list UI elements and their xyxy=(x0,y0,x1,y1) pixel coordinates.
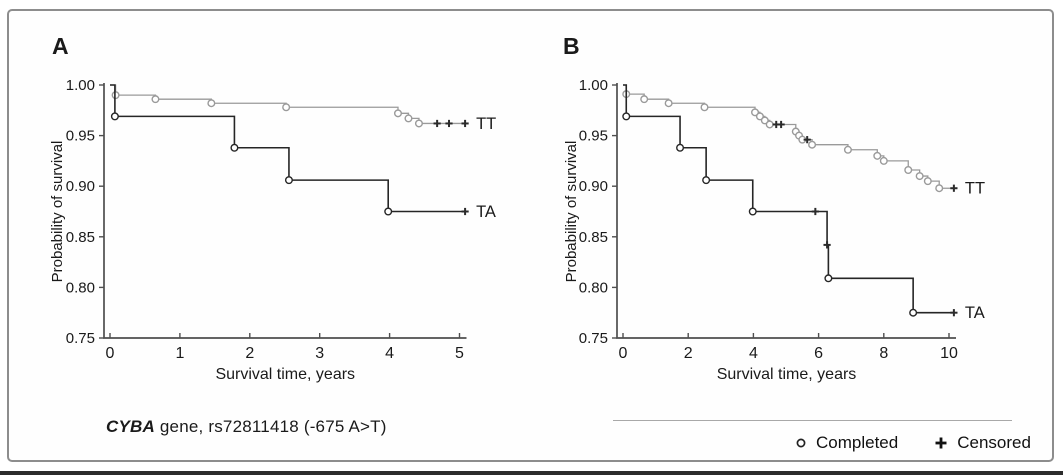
legend: Completed Censored xyxy=(795,433,1031,453)
y-tick-label: 0.85 xyxy=(66,229,95,246)
completed-marker xyxy=(664,99,673,108)
x-tick-label: 4 xyxy=(385,345,394,362)
series-label-TA: TA xyxy=(965,304,985,322)
legend-completed-label: Completed xyxy=(816,433,899,452)
x-tick-label: 0 xyxy=(106,345,115,362)
x-tick-label: 2 xyxy=(245,345,254,362)
completed-marker xyxy=(824,274,833,283)
completed-marker xyxy=(909,308,918,317)
x-tick-label: 0 xyxy=(619,345,628,362)
y-tick-label: 0.75 xyxy=(579,330,608,347)
completed-marker xyxy=(760,116,769,125)
legend-divider-line xyxy=(613,420,1012,421)
completed-marker xyxy=(110,112,119,121)
completed-marker xyxy=(923,177,932,186)
x-tick-label: 5 xyxy=(455,345,464,362)
curve-TA xyxy=(623,84,954,314)
y-tick-label: 0.90 xyxy=(579,178,608,195)
completed-marker xyxy=(151,95,160,104)
y-tick-label: 0.85 xyxy=(579,229,608,246)
figure-border xyxy=(7,9,1054,462)
completed-marker xyxy=(404,114,413,123)
legend-item-completed: Completed xyxy=(795,433,898,453)
y-tick-label: 1.00 xyxy=(579,77,608,94)
x-axis-title: Survival time, years xyxy=(215,366,355,383)
legend-item-censored: Censored xyxy=(934,433,1031,453)
y-axis-title: Probability of survival xyxy=(49,141,66,283)
x-tick-label: 1 xyxy=(175,345,184,362)
axes-A xyxy=(103,83,467,339)
series-label-TT: TT xyxy=(965,180,985,198)
x-tick-label: 2 xyxy=(684,345,693,362)
completed-marker xyxy=(904,166,913,175)
y-tick-label: 0.95 xyxy=(579,128,608,145)
caption-gene-name: CYBA xyxy=(106,417,155,436)
completed-marker xyxy=(393,109,402,118)
completed-marker xyxy=(765,120,774,129)
y-tick-label: 0.95 xyxy=(66,128,95,145)
x-tick-label: 4 xyxy=(749,345,758,362)
series-label-TT: TT xyxy=(476,115,496,133)
axes-B xyxy=(616,83,956,339)
completed-marker xyxy=(935,184,944,193)
completed-marker xyxy=(384,207,393,216)
panel-label-A: A xyxy=(52,33,69,59)
series-label-TA: TA xyxy=(476,203,496,221)
completed-marker xyxy=(207,99,216,108)
completed-marker xyxy=(702,176,711,185)
completed-marker xyxy=(915,172,924,181)
x-tick-label: 3 xyxy=(315,345,324,362)
completed-marker xyxy=(879,156,888,165)
completed-marker xyxy=(843,145,852,154)
caption-text: gene, rs72811418 (-675 A>T) xyxy=(154,417,387,436)
completed-marker xyxy=(414,119,423,128)
x-axis-title: Survival time, years xyxy=(717,366,857,383)
completed-marker xyxy=(808,140,817,149)
x-tick-label: 6 xyxy=(814,345,823,362)
curve-TT xyxy=(623,84,954,189)
figure-caption: CYBA gene, rs72811418 (-675 A>T) xyxy=(106,417,387,437)
completed-marker xyxy=(748,207,757,216)
completed-marker xyxy=(700,103,709,112)
y-tick-label: 1.00 xyxy=(66,77,95,94)
x-tick-label: 8 xyxy=(879,345,888,362)
completed-marker xyxy=(282,103,291,112)
x-tick-label: 10 xyxy=(940,345,958,362)
completed-marker xyxy=(230,143,239,152)
y-axis-title: Probability of survival xyxy=(563,141,580,283)
completed-marker xyxy=(640,95,649,104)
curve-TA xyxy=(110,84,466,213)
y-tick-label: 0.75 xyxy=(66,330,95,347)
y-tick-label: 0.80 xyxy=(579,279,608,296)
completed-marker xyxy=(284,176,293,185)
completed-marker xyxy=(755,112,764,121)
legend-censored-label: Censored xyxy=(957,433,1031,452)
completed-marker xyxy=(751,108,760,117)
y-tick-label: 0.90 xyxy=(66,178,95,195)
completed-marker xyxy=(676,143,685,152)
completed-marker xyxy=(622,112,631,121)
completed-marker xyxy=(873,151,882,160)
y-tick-label: 0.80 xyxy=(66,279,95,296)
panel-label-B: B xyxy=(563,33,580,59)
bottom-edge-strip xyxy=(0,471,1063,475)
censored-marker-icon xyxy=(935,437,947,449)
completed-marker-icon xyxy=(796,438,806,448)
